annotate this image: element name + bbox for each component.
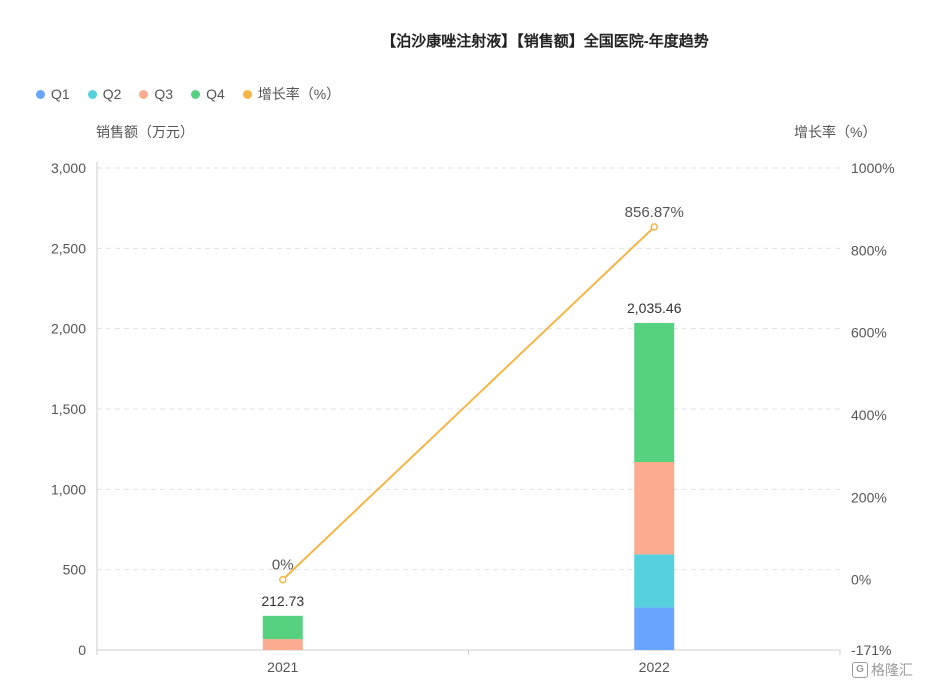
growth-value-label: 856.87% [625, 204, 684, 221]
right-tick-label: 600% [851, 325, 887, 341]
legend-item-growth[interactable]: 增长率（%） [242, 84, 341, 104]
legend-item-q3[interactable]: Q3 [139, 86, 173, 102]
left-tick-label: 2,500 [51, 240, 86, 256]
watermark-text: 格隆汇 [871, 662, 913, 678]
x-tick-label: 2022 [639, 659, 670, 675]
legend-label-q1: Q1 [51, 86, 70, 102]
legend-item-q4[interactable]: Q4 [191, 86, 225, 102]
bar-q1-2022 [634, 607, 675, 650]
legend-label-q3: Q3 [154, 86, 174, 102]
bar-q3-2021 [262, 639, 303, 650]
legend-dot-q3 [139, 89, 149, 99]
watermark: G 格隆汇 [852, 660, 913, 680]
bar-total-label: 212.73 [261, 593, 304, 609]
right-tick-label: 0% [851, 572, 871, 588]
left-tick-label: 500 [63, 562, 87, 578]
bar-q4-2021 [262, 615, 303, 640]
right-tick-label: 800% [851, 242, 887, 258]
legend-label-q4: Q4 [206, 86, 225, 102]
left-tick-label: 1,000 [51, 481, 86, 497]
left-axis-title: 销售额（万元） [96, 124, 194, 140]
legend-label-growth: 增长率（%） [257, 86, 341, 102]
legend-dot-growth [242, 89, 252, 99]
legend: Q1 Q2 Q3 Q4 增长率（%） [36, 84, 340, 104]
bar-q2-2022 [634, 554, 675, 608]
chart-title: 【泊沙康唑注射液】【销售额】全国医院-年度趋势 [381, 33, 709, 50]
legend-item-q1[interactable]: Q1 [36, 86, 70, 102]
legend-dot-q1 [36, 89, 45, 99]
legend-item-q2[interactable]: Q2 [87, 86, 122, 102]
right-tick-label: 1000% [851, 160, 895, 176]
right-tick-label: 200% [851, 489, 887, 505]
x-tick-label: 2021 [267, 659, 298, 675]
watermark-logo-icon: G [852, 662, 868, 678]
growth-line [282, 226, 655, 581]
bar-q3-2022 [634, 462, 675, 555]
bar-q4-2022 [634, 322, 675, 463]
legend-dot-q4 [191, 89, 201, 99]
growth-point [650, 223, 658, 231]
bar-total-label: 2,035.46 [627, 300, 682, 316]
legend-dot-q2 [87, 89, 97, 99]
growth-point [279, 575, 287, 584]
legend-label-q2: Q2 [102, 86, 122, 102]
right-axis-title: 增长率（%） [794, 124, 877, 140]
right-tick-label: 400% [851, 407, 887, 423]
growth-value-label: 0% [272, 557, 294, 574]
left-tick-label: 3,000 [51, 160, 86, 176]
left-tick-label: 2,000 [51, 321, 86, 337]
right-tick-label: -171% [851, 642, 891, 658]
left-tick-label: 1,500 [51, 401, 86, 417]
left-tick-label: 0 [78, 642, 86, 658]
